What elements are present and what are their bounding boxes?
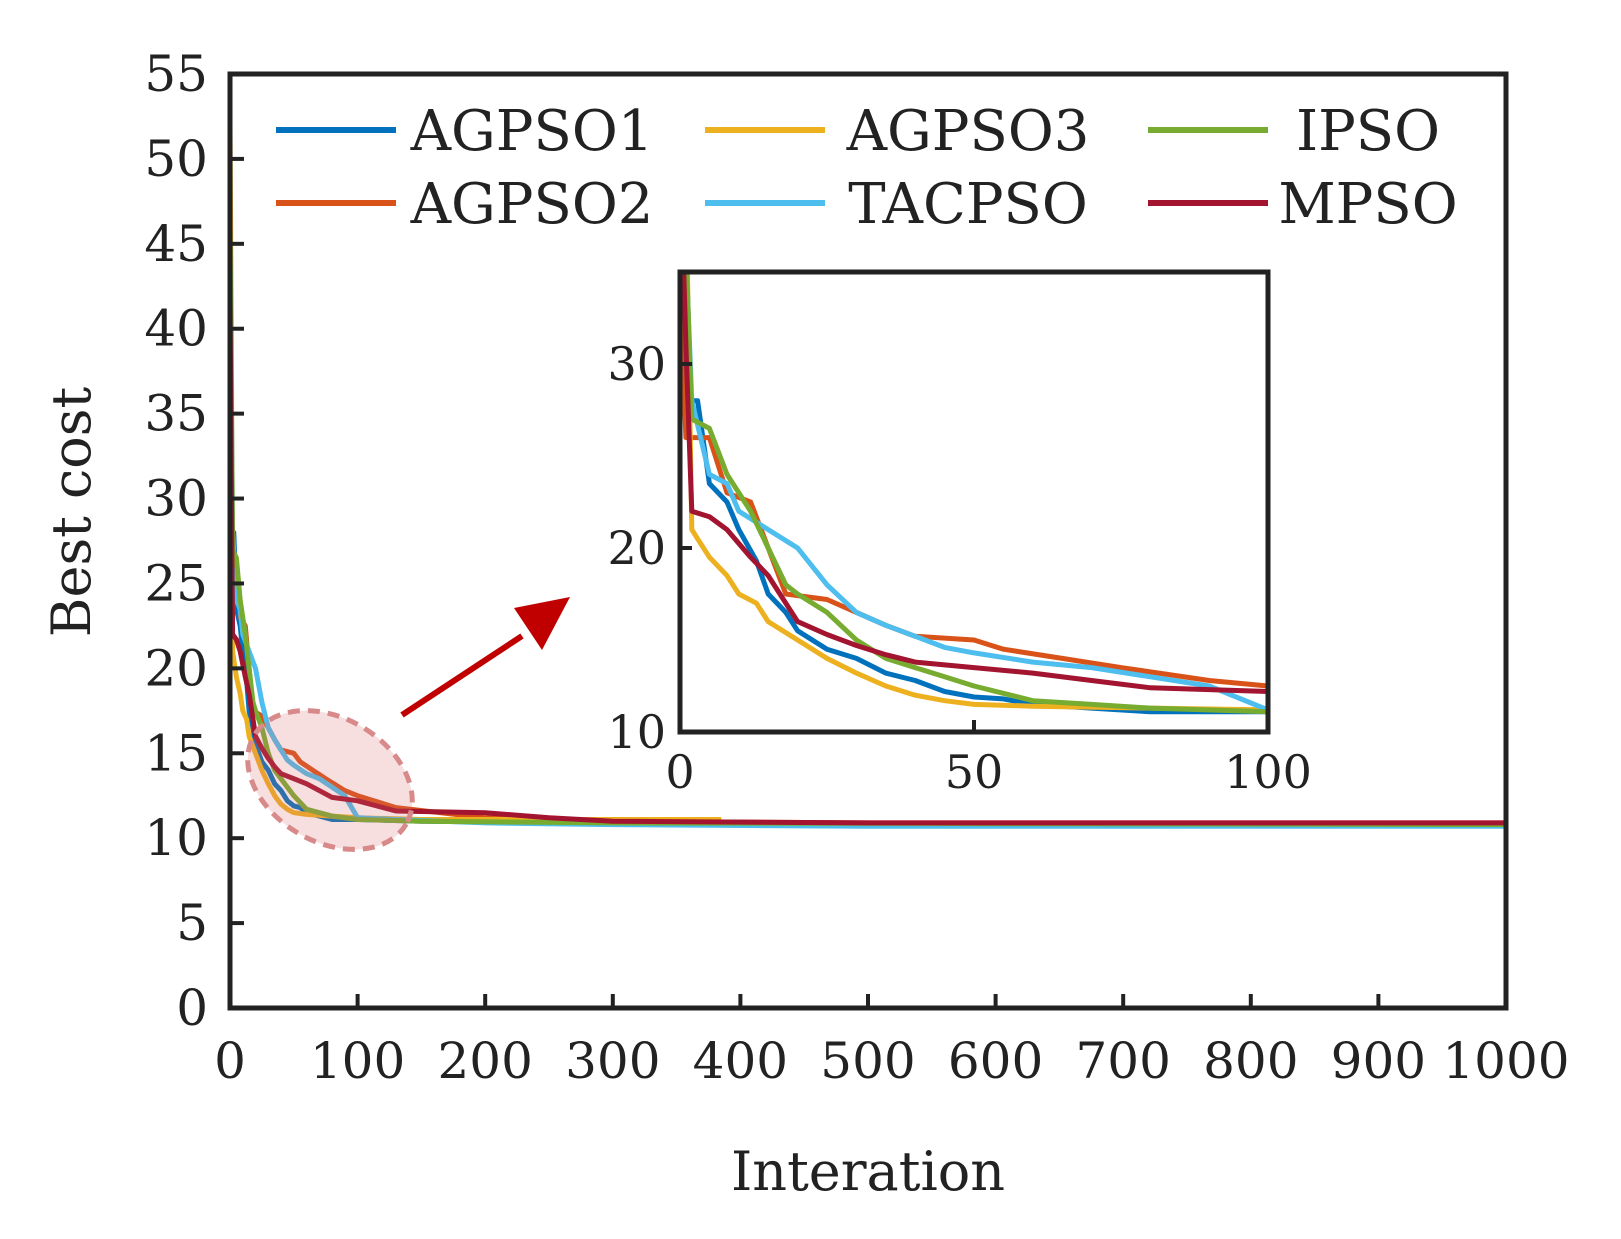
x-axis-title: Interation: [731, 1140, 1005, 1203]
inset-x-tick-label: 100: [1224, 745, 1312, 799]
x-tick-label: 0: [214, 1032, 246, 1090]
legend: AGPSO1 AGPSO2 AGPSO3 TACPSO IPSO MPSO: [276, 99, 1458, 237]
inset-background: [680, 272, 1268, 732]
y-tick-label: 30: [144, 470, 208, 528]
legend-label-agpso1: AGPSO1: [410, 99, 654, 164]
x-tick-label: 400: [693, 1032, 788, 1090]
inset-series-line-ipso: [684, 272, 1268, 715]
x-tick-label: 1000: [1442, 1032, 1569, 1090]
inset-y-tick-label: 20: [607, 521, 666, 575]
legend-label-agpso3: AGPSO3: [846, 99, 1090, 164]
y-tick-label: 5: [176, 894, 208, 952]
y-tick-label: 50: [144, 130, 208, 188]
zoom-region-ellipse: [245, 708, 415, 852]
y-tick-label: 40: [144, 300, 208, 358]
x-tick-label: 700: [1075, 1032, 1170, 1090]
y-tick-label: 45: [144, 215, 208, 273]
inset-x-tick-label: 50: [945, 745, 1004, 799]
y-tick-label: 25: [144, 554, 208, 612]
y-axis-title: Best cost: [40, 387, 103, 638]
x-tick-label: 100: [310, 1032, 405, 1090]
main-x-axis: 0 100 200 300 400 500 600 700 800 900 1000: [214, 994, 1570, 1090]
series-line-mpso: [228, 294, 1506, 826]
inset-series-line-agpso1: [680, 398, 1268, 715]
y-tick-label: 55: [144, 45, 208, 103]
x-tick-label: 600: [948, 1032, 1043, 1090]
inset-x-tick-label: 0: [665, 745, 694, 799]
legend-label-mpso: MPSO: [1278, 172, 1457, 237]
inset-series-group: [680, 272, 1268, 715]
inset-series-line-tacpso: [684, 272, 1268, 713]
inset-y-tick-label: 30: [607, 337, 666, 391]
x-tick-label: 500: [820, 1032, 915, 1090]
inset-y-axis: 10 20 30: [607, 337, 692, 759]
y-tick-label: 35: [144, 385, 208, 443]
legend-label-agpso2: AGPSO2: [410, 172, 654, 237]
x-tick-label: 900: [1331, 1032, 1426, 1090]
legend-label-ipso: IPSO: [1296, 99, 1440, 164]
inset-x-axis: 0 50 100: [665, 720, 1312, 799]
x-tick-label: 200: [437, 1032, 532, 1090]
y-tick-label: 15: [144, 724, 208, 782]
x-tick-label: 300: [565, 1032, 660, 1090]
inset-y-tick-label: 10: [607, 705, 666, 759]
y-tick-label: 20: [144, 639, 208, 697]
main-y-axis: 0 5 10 15 20 25 30 35 40 45 50 55: [144, 45, 244, 1037]
inset-series-line-mpso: [681, 272, 1268, 695]
y-tick-label: 10: [144, 809, 208, 867]
x-tick-label: 800: [1203, 1032, 1298, 1090]
zoom-arrow: [400, 597, 570, 718]
y-tick-label: 0: [176, 979, 208, 1037]
legend-label-tacpso: TACPSO: [848, 172, 1088, 237]
